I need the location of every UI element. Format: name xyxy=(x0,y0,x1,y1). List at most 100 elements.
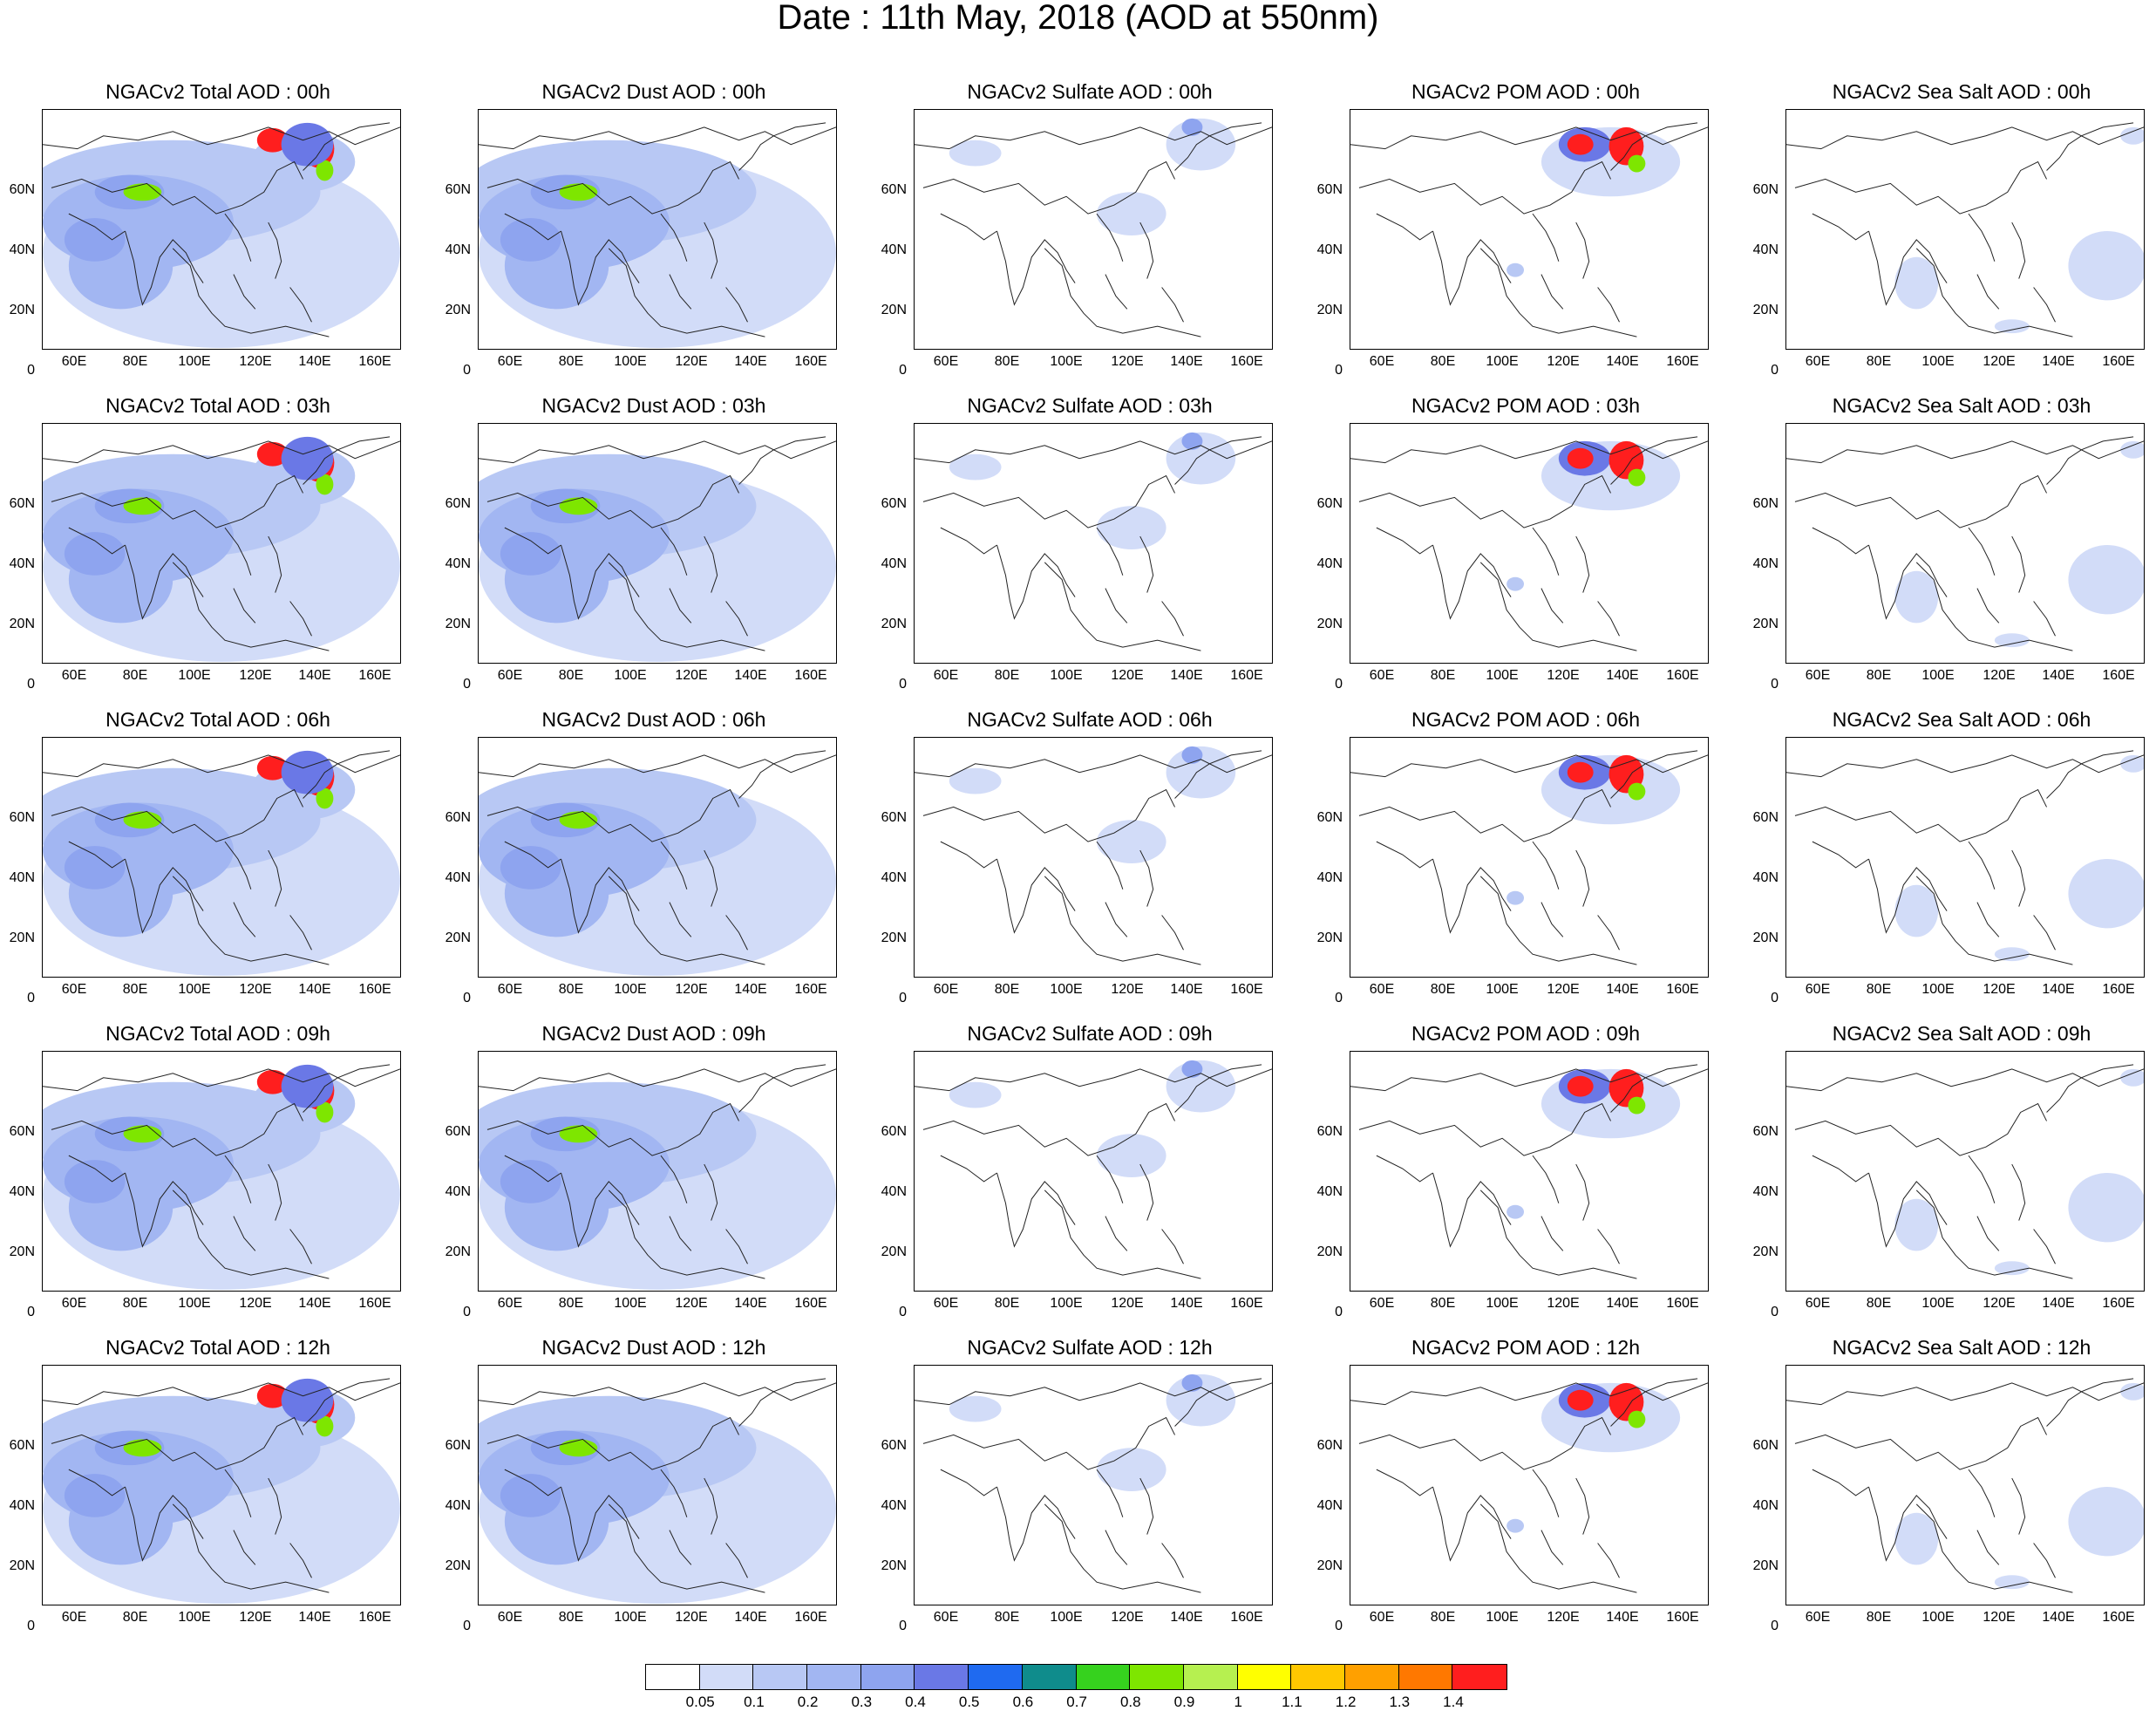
lon-tick-label: 120E xyxy=(1111,354,1144,369)
lon-tick-label: 80E xyxy=(558,668,584,683)
panel-title: NGACv2 Dust AOD : 06h xyxy=(541,708,766,731)
lon-tick-label: 160E xyxy=(2102,354,2135,369)
panel-title: NGACv2 Total AOD : 00h xyxy=(105,80,330,103)
lat-tick-label: 20N xyxy=(445,1558,471,1573)
lon-tick-label: 80E xyxy=(994,982,1020,997)
lon-tick-label: 120E xyxy=(675,668,708,683)
map-area xyxy=(478,737,837,978)
lat-tick-label: 0 xyxy=(1335,677,1343,692)
lon-tick-label: 80E xyxy=(1866,668,1892,683)
lat-tick-label: 60N xyxy=(445,810,471,825)
lat-tick-label: 20N xyxy=(1752,1558,1779,1573)
lon-tick-label: 80E xyxy=(558,982,584,997)
lon-tick-label: 100E xyxy=(1050,982,1083,997)
lat-tick-label: 40N xyxy=(881,242,907,257)
lat-tick-label: 40N xyxy=(1316,1184,1343,1199)
lon-tick-label: 60E xyxy=(1805,354,1831,369)
lat-tick-label: 20N xyxy=(1316,1558,1343,1573)
lat-tick-label: 20N xyxy=(881,1558,907,1573)
map-panel-pom: NGACv2 POM AOD : 03h 60N 40N 20N 0 60E 80E 100… xyxy=(1308,394,1744,699)
lat-tick-label: 40N xyxy=(9,242,35,257)
colorbar-box xyxy=(1237,1665,1292,1689)
lon-tick-label: 80E xyxy=(122,982,148,997)
lon-tick-label: 80E xyxy=(994,1610,1020,1625)
lat-tick-label: 40N xyxy=(9,1498,35,1513)
panel-title: NGACv2 Sea Salt AOD : 09h xyxy=(1832,1022,2091,1045)
colorbar-label: 0.1 xyxy=(744,1694,765,1710)
lat-tick-label: 60N xyxy=(881,182,907,197)
lat-tick-label: 40N xyxy=(881,1498,907,1513)
colorbar-box xyxy=(646,1665,700,1689)
lon-tick-label: 80E xyxy=(994,1296,1020,1311)
lon-tick-label: 120E xyxy=(1111,1296,1144,1311)
panel-title: NGACv2 Sulfate AOD : 09h xyxy=(967,1022,1213,1045)
lat-tick-label: 20N xyxy=(9,1244,35,1259)
lon-tick-label: 140E xyxy=(298,982,331,997)
lat-tick-label: 60N xyxy=(1752,496,1779,511)
lat-tick-label: 0 xyxy=(1771,363,1779,378)
lon-tick-label: 60E xyxy=(933,354,959,369)
lat-tick-label: 40N xyxy=(881,870,907,885)
lon-tick-label: 120E xyxy=(1547,1610,1580,1625)
panel-title: NGACv2 Sulfate AOD : 03h xyxy=(967,394,1213,417)
map-area xyxy=(914,1365,1273,1605)
lon-tick-label: 100E xyxy=(614,982,647,997)
lon-tick-label: 60E xyxy=(1805,982,1831,997)
lon-tick-label: 80E xyxy=(558,1610,584,1625)
lon-tick-label: 160E xyxy=(1666,354,1699,369)
colorbar-box xyxy=(753,1665,808,1689)
lon-tick-label: 60E xyxy=(1369,354,1395,369)
lon-tick-label: 140E xyxy=(734,1610,767,1625)
colorbar xyxy=(645,1664,1507,1690)
map-panel-total: NGACv2 Total AOD : 09h 60N 40N 20N 0 60E 80E 1… xyxy=(0,1022,436,1327)
lon-tick-label: 100E xyxy=(178,1610,211,1625)
lat-tick-label: 0 xyxy=(899,991,907,1005)
map-panel-dust: NGACv2 Dust AOD : 06h 60N 40N 20N 0 60E 80E 10… xyxy=(436,708,872,1013)
lon-tick-label: 60E xyxy=(497,668,523,683)
map-panel-dust: NGACv2 Dust AOD : 09h 60N 40N 20N 0 60E 80E 10… xyxy=(436,1022,872,1327)
panel-title: NGACv2 POM AOD : 00h xyxy=(1411,80,1641,103)
lat-tick-label: 0 xyxy=(27,363,35,378)
colorbar-box xyxy=(1344,1665,1399,1689)
lat-tick-label: 20N xyxy=(9,617,35,631)
colorbar-box xyxy=(1291,1665,1345,1689)
lat-tick-label: 20N xyxy=(1752,617,1779,631)
map-area xyxy=(478,109,837,350)
map-panel-pom: NGACv2 POM AOD : 12h 60N 40N 20N 0 60E 80E 100… xyxy=(1308,1336,1744,1641)
lon-tick-label: 160E xyxy=(2102,1610,2135,1625)
lon-tick-label: 120E xyxy=(239,982,272,997)
lat-tick-label: 60N xyxy=(1316,810,1343,825)
lat-tick-label: 20N xyxy=(1316,617,1343,631)
lat-tick-label: 20N xyxy=(881,930,907,945)
map-panel-dust: NGACv2 Dust AOD : 03h 60N 40N 20N 0 60E 80E 10… xyxy=(436,394,872,699)
lat-tick-label: 0 xyxy=(1335,1619,1343,1633)
lon-tick-label: 60E xyxy=(1805,668,1831,683)
lat-tick-label: 0 xyxy=(463,1619,471,1633)
colorbar-label: 0.2 xyxy=(797,1694,819,1710)
lon-tick-label: 100E xyxy=(614,1610,647,1625)
lat-tick-label: 0 xyxy=(463,991,471,1005)
lon-tick-label: 100E xyxy=(1050,668,1083,683)
lat-tick-label: 60N xyxy=(445,496,471,511)
panel-title: NGACv2 POM AOD : 06h xyxy=(1411,708,1641,731)
colorbar-label: 1.3 xyxy=(1389,1694,1411,1710)
lon-tick-label: 120E xyxy=(1547,982,1580,997)
map-panel-dust: NGACv2 Dust AOD : 12h 60N 40N 20N 0 60E 80E 10… xyxy=(436,1336,872,1641)
map-panel-total: NGACv2 Total AOD : 00h 60N 40N 20N 0 60E 80E 1… xyxy=(0,80,436,385)
lon-tick-label: 100E xyxy=(1050,1610,1083,1625)
panel-title: NGACv2 Sulfate AOD : 06h xyxy=(967,708,1213,731)
lon-tick-label: 120E xyxy=(1983,1296,2016,1311)
lat-tick-label: 20N xyxy=(881,617,907,631)
map-panel-total: NGACv2 Total AOD : 03h 60N 40N 20N 0 60E 80E 1… xyxy=(0,394,436,699)
lon-tick-label: 140E xyxy=(2042,668,2075,683)
lon-tick-label: 120E xyxy=(1983,982,2016,997)
lon-tick-label: 60E xyxy=(933,1296,959,1311)
lon-tick-label: 120E xyxy=(239,354,272,369)
lon-tick-label: 120E xyxy=(239,1296,272,1311)
lat-tick-label: 40N xyxy=(1316,242,1343,257)
colorbar-label: 0.3 xyxy=(851,1694,873,1710)
lat-tick-label: 20N xyxy=(9,1558,35,1573)
lat-tick-label: 40N xyxy=(445,870,471,885)
colorbar-label: 1.2 xyxy=(1335,1694,1357,1710)
panel-title: NGACv2 Sea Salt AOD : 03h xyxy=(1832,394,2091,417)
